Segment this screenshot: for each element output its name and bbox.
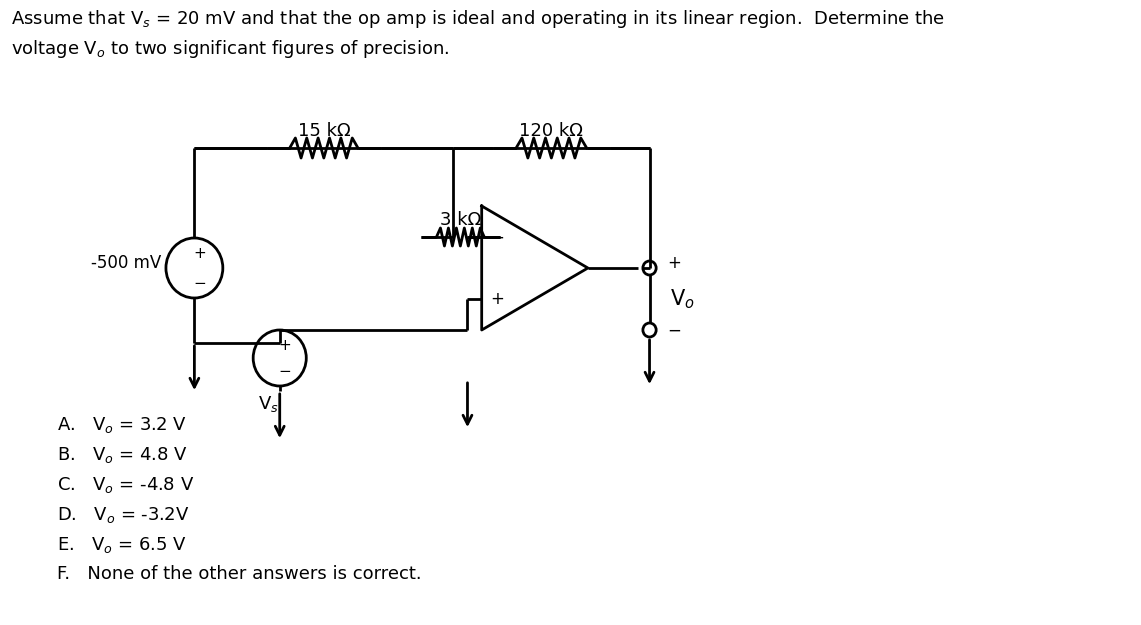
- Text: -500 mV: -500 mV: [91, 254, 161, 272]
- Text: $-$: $-$: [489, 228, 504, 246]
- Text: V$_s$: V$_s$: [258, 394, 278, 414]
- Text: F.   None of the other answers is correct.: F. None of the other answers is correct.: [57, 565, 421, 583]
- Text: $-$: $-$: [278, 362, 291, 378]
- Text: $-$: $-$: [193, 274, 205, 289]
- Text: D.   V$_o$ = -3.2V: D. V$_o$ = -3.2V: [57, 505, 189, 525]
- Text: $+$: $+$: [489, 290, 504, 308]
- Text: C.   V$_o$ = -4.8 V: C. V$_o$ = -4.8 V: [57, 475, 194, 495]
- Circle shape: [642, 323, 656, 337]
- Text: 120 kΩ: 120 kΩ: [519, 122, 583, 140]
- Text: 3 kΩ: 3 kΩ: [439, 211, 482, 229]
- Text: A.   V$_o$ = 3.2 V: A. V$_o$ = 3.2 V: [57, 415, 187, 435]
- Text: E.   V$_o$ = 6.5 V: E. V$_o$ = 6.5 V: [57, 535, 187, 555]
- Text: 15 kΩ: 15 kΩ: [298, 122, 350, 140]
- Text: voltage V$_o$ to two significant figures of precision.: voltage V$_o$ to two significant figures…: [11, 38, 450, 60]
- Text: $-$: $-$: [666, 321, 681, 339]
- Text: $+$: $+$: [278, 339, 291, 354]
- Text: $+$: $+$: [666, 254, 681, 272]
- Circle shape: [642, 261, 656, 275]
- Text: V$_o$: V$_o$: [671, 288, 695, 311]
- Text: B.   V$_o$ = 4.8 V: B. V$_o$ = 4.8 V: [57, 445, 187, 465]
- Text: Assume that V$_s$ = 20 mV and that the op amp is ideal and operating in its line: Assume that V$_s$ = 20 mV and that the o…: [11, 8, 946, 30]
- Text: $+$: $+$: [193, 246, 205, 261]
